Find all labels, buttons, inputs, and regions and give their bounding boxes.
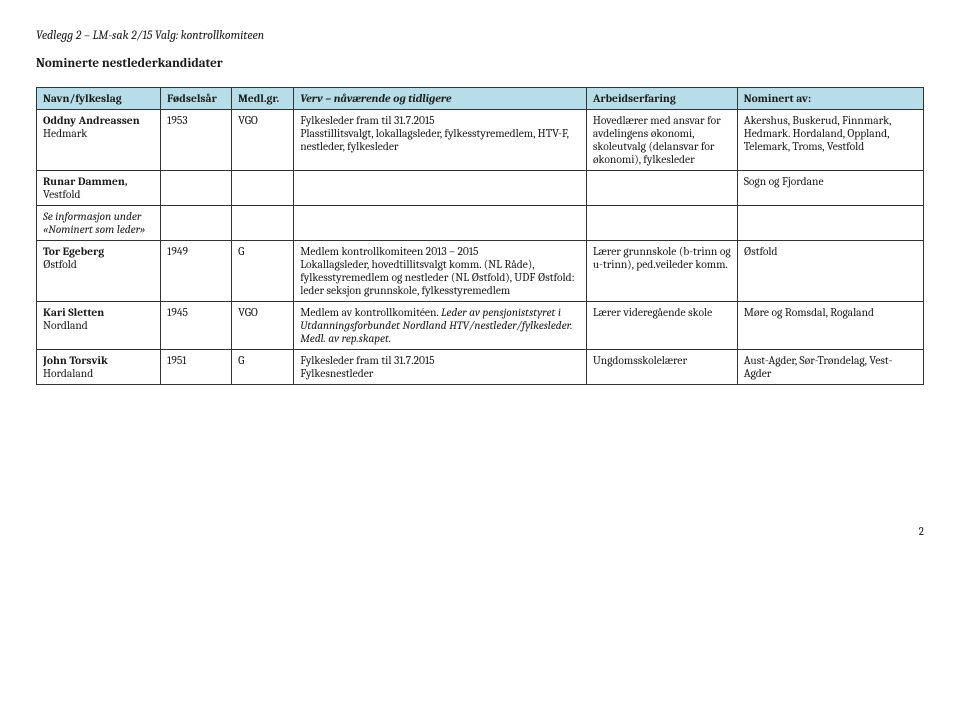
candidates-table: Navn/fylkeslag Fødselsår Medl.gr. Verv –… bbox=[36, 87, 924, 385]
page-subtitle: Nominerte nestlederkandidater bbox=[36, 56, 924, 71]
cell-year bbox=[161, 171, 232, 206]
cell-empty bbox=[586, 206, 737, 241]
cell-year: 1953 bbox=[161, 110, 232, 171]
cell-grp bbox=[232, 171, 294, 206]
table-row-section: Se informasjon under «Nominert som leder… bbox=[37, 206, 924, 241]
page-number: 2 bbox=[36, 525, 924, 538]
cell-exp: Lærer videregående skole bbox=[586, 302, 737, 350]
col-header-verv: Verv – nåværende og tidligere bbox=[294, 88, 587, 110]
cell-exp: Lærer grunnskole (b-trinn og u-trinn), p… bbox=[586, 241, 737, 302]
cell-name: Tor EgebergØstfold bbox=[37, 241, 161, 302]
table-header-row: Navn/fylkeslag Fødselsår Medl.gr. Verv –… bbox=[37, 88, 924, 110]
cell-nom: Møre og Romsdal, Rogaland bbox=[737, 302, 923, 350]
cell-grp: G bbox=[232, 241, 294, 302]
cell-nom: Akershus, Buskerud, Finnmark, Hedmark. H… bbox=[737, 110, 923, 171]
cell-verv: Medlem av kontrollkomitéen. Leder av pen… bbox=[294, 302, 587, 350]
cell-verv: Fylkesleder fram til 31.7.2015Fylkesnest… bbox=[294, 350, 587, 385]
cell-name: John TorsvikHordaland bbox=[37, 350, 161, 385]
table-row: Tor EgebergØstfold 1949 G Medlem kontrol… bbox=[37, 241, 924, 302]
col-header-name: Navn/fylkeslag bbox=[37, 88, 161, 110]
cell-exp bbox=[586, 171, 737, 206]
col-header-year: Fødselsår bbox=[161, 88, 232, 110]
doc-header: Vedlegg 2 – LM-sak 2/15 Valg: kontrollko… bbox=[36, 28, 924, 42]
cell-grp: VGO bbox=[232, 302, 294, 350]
cell-verv bbox=[294, 171, 587, 206]
cell-year: 1949 bbox=[161, 241, 232, 302]
cell-section-label: Se informasjon under «Nominert som leder… bbox=[37, 206, 161, 241]
cell-year: 1945 bbox=[161, 302, 232, 350]
cell-empty bbox=[737, 206, 923, 241]
cell-name: Oddny AndreassenHedmark bbox=[37, 110, 161, 171]
table-row: John TorsvikHordaland 1951 G Fylkesleder… bbox=[37, 350, 924, 385]
cell-empty bbox=[294, 206, 587, 241]
cell-nom: Østfold bbox=[737, 241, 923, 302]
cell-year: 1951 bbox=[161, 350, 232, 385]
cell-exp: Ungdomsskolelærer bbox=[586, 350, 737, 385]
cell-grp: VGO bbox=[232, 110, 294, 171]
cell-empty bbox=[161, 206, 232, 241]
table-row: Kari SlettenNordland 1945 VGO Medlem av … bbox=[37, 302, 924, 350]
col-header-nom: Nominert av: bbox=[737, 88, 923, 110]
col-header-grp: Medl.gr. bbox=[232, 88, 294, 110]
cell-exp: Hovedlærer med ansvar for avdelingens øk… bbox=[586, 110, 737, 171]
col-header-exp: Arbeidserfaring bbox=[586, 88, 737, 110]
cell-empty bbox=[232, 206, 294, 241]
cell-verv: Medlem kontrollkomiteen 2013 – 2015Lokal… bbox=[294, 241, 587, 302]
table-row: Oddny AndreassenHedmark 1953 VGO Fylkesl… bbox=[37, 110, 924, 171]
cell-nom: Aust-Agder, Sør-Trøndelag, Vest-Agder bbox=[737, 350, 923, 385]
cell-grp: G bbox=[232, 350, 294, 385]
cell-name: Kari SlettenNordland bbox=[37, 302, 161, 350]
cell-name: Runar Dammen,Vestfold bbox=[37, 171, 161, 206]
cell-nom: Sogn og Fjordane bbox=[737, 171, 923, 206]
table-row: Runar Dammen,Vestfold Sogn og Fjordane bbox=[37, 171, 924, 206]
cell-verv: Fylkesleder fram til 31.7.2015Plasstilli… bbox=[294, 110, 587, 171]
